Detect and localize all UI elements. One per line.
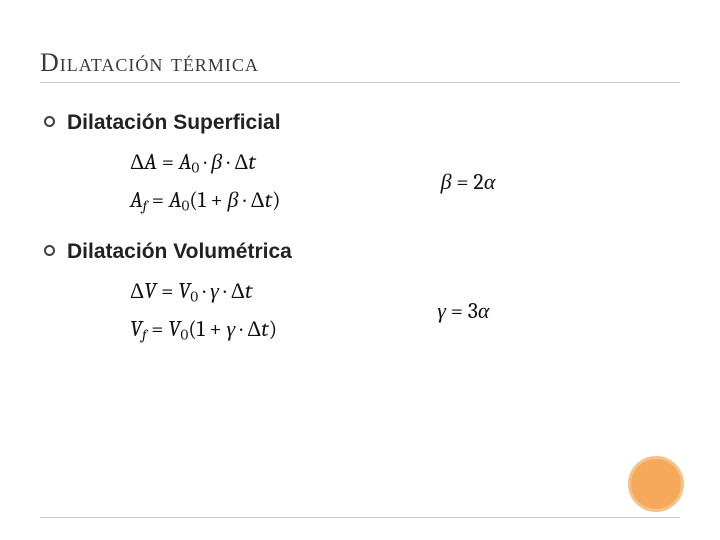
bullet-row: Dilatación Superficial — [40, 111, 680, 135]
equation-left-group: ΔV = V0 · γ · Δt Vf = V0(1 + γ · Δt) — [130, 278, 277, 343]
equation-line: ΔA = A0 · β · Δt — [130, 149, 281, 177]
equation-left-group: ΔA = A0 · β · Δt Af = A0(1 + β · Δt) — [130, 149, 281, 214]
equation-right: γ = 3α — [437, 298, 489, 324]
slide-title: Dilatación térmica — [40, 48, 259, 77]
footer-divider — [40, 517, 680, 518]
accent-circle-icon — [628, 456, 684, 512]
equation-line: Af = A0(1 + β · Δt) — [130, 187, 281, 215]
slide: Dilatación térmica Dilatación Superficia… — [0, 0, 720, 540]
bullet-row: Dilatación Volumétrica — [40, 240, 680, 264]
bullet-icon — [44, 245, 55, 256]
equation-block: ΔA = A0 · β · Δt Af = A0(1 + β · Δt) β =… — [40, 149, 680, 214]
section-heading: Dilatación Volumétrica — [67, 240, 292, 264]
equation-block: ΔV = V0 · γ · Δt Vf = V0(1 + γ · Δt) γ =… — [40, 278, 680, 343]
bullet-icon — [44, 116, 55, 127]
section-volumetrica: Dilatación Volumétrica ΔV = V0 · γ · Δt … — [40, 240, 680, 343]
section-superficial: Dilatación Superficial ΔA = A0 · β · Δt … — [40, 111, 680, 214]
slide-title-block: Dilatación térmica — [40, 48, 680, 83]
equation-right: β = 2α — [441, 169, 496, 195]
section-heading: Dilatación Superficial — [67, 111, 281, 135]
equation-line: ΔV = V0 · γ · Δt — [130, 278, 277, 306]
equation-line: Vf = V0(1 + γ · Δt) — [130, 316, 277, 344]
